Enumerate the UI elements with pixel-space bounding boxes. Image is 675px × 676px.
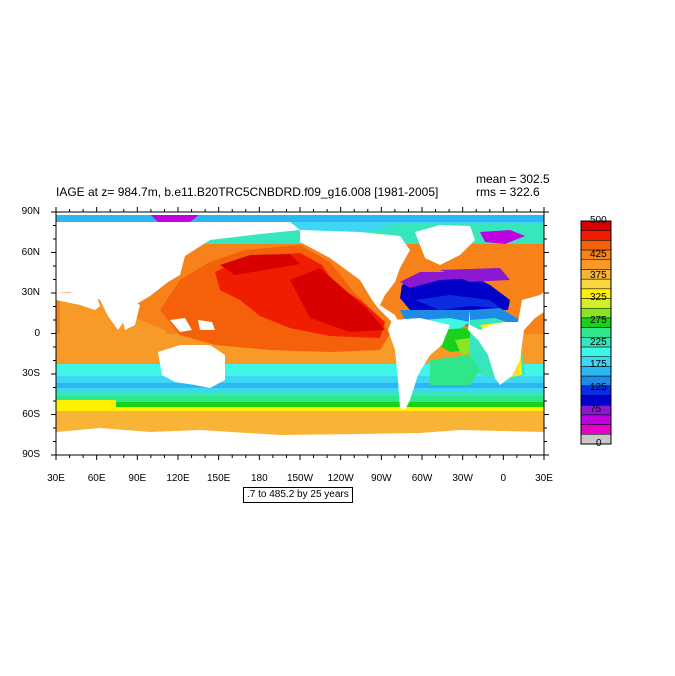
lon-tick-label: 60W [411, 473, 433, 484]
colorbar-label: 375 [590, 270, 607, 281]
lat-tick-label: 60N [21, 246, 40, 258]
colorbar-swatch [580, 259, 612, 270]
lon-tick-label: 0 [500, 473, 507, 484]
lat-tick-label: 90N [21, 206, 40, 217]
lon-tick-label: 30E [47, 473, 65, 484]
lon-tick-label: 120E [166, 473, 190, 484]
colorbar-label: 125 [590, 382, 607, 393]
plot-title: IAGE at z= 984.7m, b.e11.B20TRC5CNBDRD.f… [56, 185, 439, 199]
colorbar-label: 425 [590, 249, 607, 260]
colorbar-label: 0 [596, 438, 602, 449]
colorbar-swatch [580, 424, 612, 435]
lon-tick-label: 90E [128, 473, 147, 484]
colorbar-frame [580, 220, 612, 445]
lat-tick-label: 0 [34, 327, 40, 339]
colorbar-label: 225 [590, 337, 607, 348]
colorbar-label: 500 [590, 215, 607, 226]
lat-tick-label: 30N [21, 287, 40, 298]
lat-tick-label: 60S [22, 408, 40, 420]
lon-tick-label: 90W [371, 473, 392, 484]
lon-tick-label: 150E [206, 473, 231, 484]
colorbar-label: 175 [590, 359, 607, 370]
colorbar-swatch [580, 230, 612, 241]
lon-tick-label: 120W [327, 473, 354, 484]
colorbar-swatch [580, 327, 612, 338]
lon-tick-label: 180 [250, 473, 268, 484]
lon-tick-label: 60E [87, 473, 106, 484]
colorbar-swatch [580, 414, 612, 425]
colorbar-label: 325 [590, 292, 607, 303]
colorbar [580, 220, 612, 445]
land-mask [56, 212, 544, 455]
lat-tick-label: 90S [22, 449, 40, 460]
colorbar-label: 75 [590, 404, 602, 415]
lon-tick-label: 150W [286, 473, 314, 484]
lon-tick-label: 30W [452, 473, 473, 484]
axis-ticks [51, 207, 549, 460]
rms-value: rms = 322.6 [476, 185, 540, 199]
lon-tick-label: 30E [535, 473, 553, 484]
contour-info-box: .7 to 485.2 by 25 years [243, 487, 353, 503]
lat-tick-label: 30S [22, 368, 40, 379]
mean-value: mean = 302.5 [476, 172, 550, 186]
colorbar-label: 275 [590, 315, 607, 326]
